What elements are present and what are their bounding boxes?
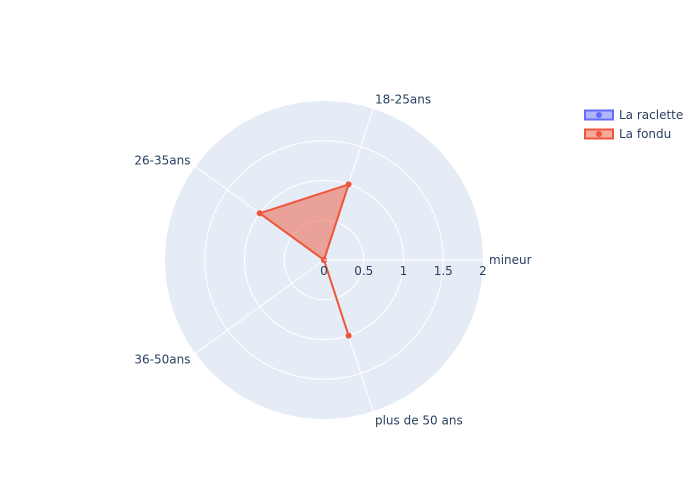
radial-tick-label: 0: [320, 264, 328, 278]
point-la-fondu-18-25ans[interactable]: [345, 181, 352, 188]
angular-axis-labels: mineur 18-25ans 26-35ans 36-50ans plus de 50…: [134, 92, 531, 427]
radial-tick-label: 2: [479, 264, 487, 278]
radial-tick-label: 0.5: [354, 264, 373, 278]
legend-marker-raclette: [596, 112, 602, 118]
radial-axis-ticks: 0 0.5 1 1.5 2: [320, 259, 487, 278]
legend-marker-fondu: [596, 131, 602, 137]
series-area-la-fondu: [258, 183, 350, 337]
point-la-fondu-plus-de-50-ans[interactable]: [345, 332, 352, 339]
spoke-36-50ans: [195, 259, 325, 354]
point-la-fondu-26-35ans[interactable]: [256, 210, 263, 217]
angular-label-mineur: mineur: [489, 253, 532, 267]
radial-tick-label: 1.5: [434, 264, 453, 278]
legend-label-fondu: La fondu: [619, 127, 671, 141]
legend-label-raclette: La raclette: [619, 108, 683, 122]
legend-item-fondu[interactable]: La fondu: [584, 127, 671, 141]
radial-tick-label: 1: [400, 264, 408, 278]
legend[interactable]: La raclette La fondu: [584, 108, 683, 141]
angular-label-plus-de-50-ans: plus de 50 ans: [375, 414, 463, 428]
angular-label-18-25ans: 18-25ans: [375, 92, 431, 106]
series-la-fondu: [256, 181, 352, 339]
angular-label-26-35ans: 26-35ans: [134, 154, 190, 168]
legend-item-raclette[interactable]: La raclette: [584, 108, 683, 122]
angular-label-36-50ans: 36-50ans: [134, 352, 190, 366]
